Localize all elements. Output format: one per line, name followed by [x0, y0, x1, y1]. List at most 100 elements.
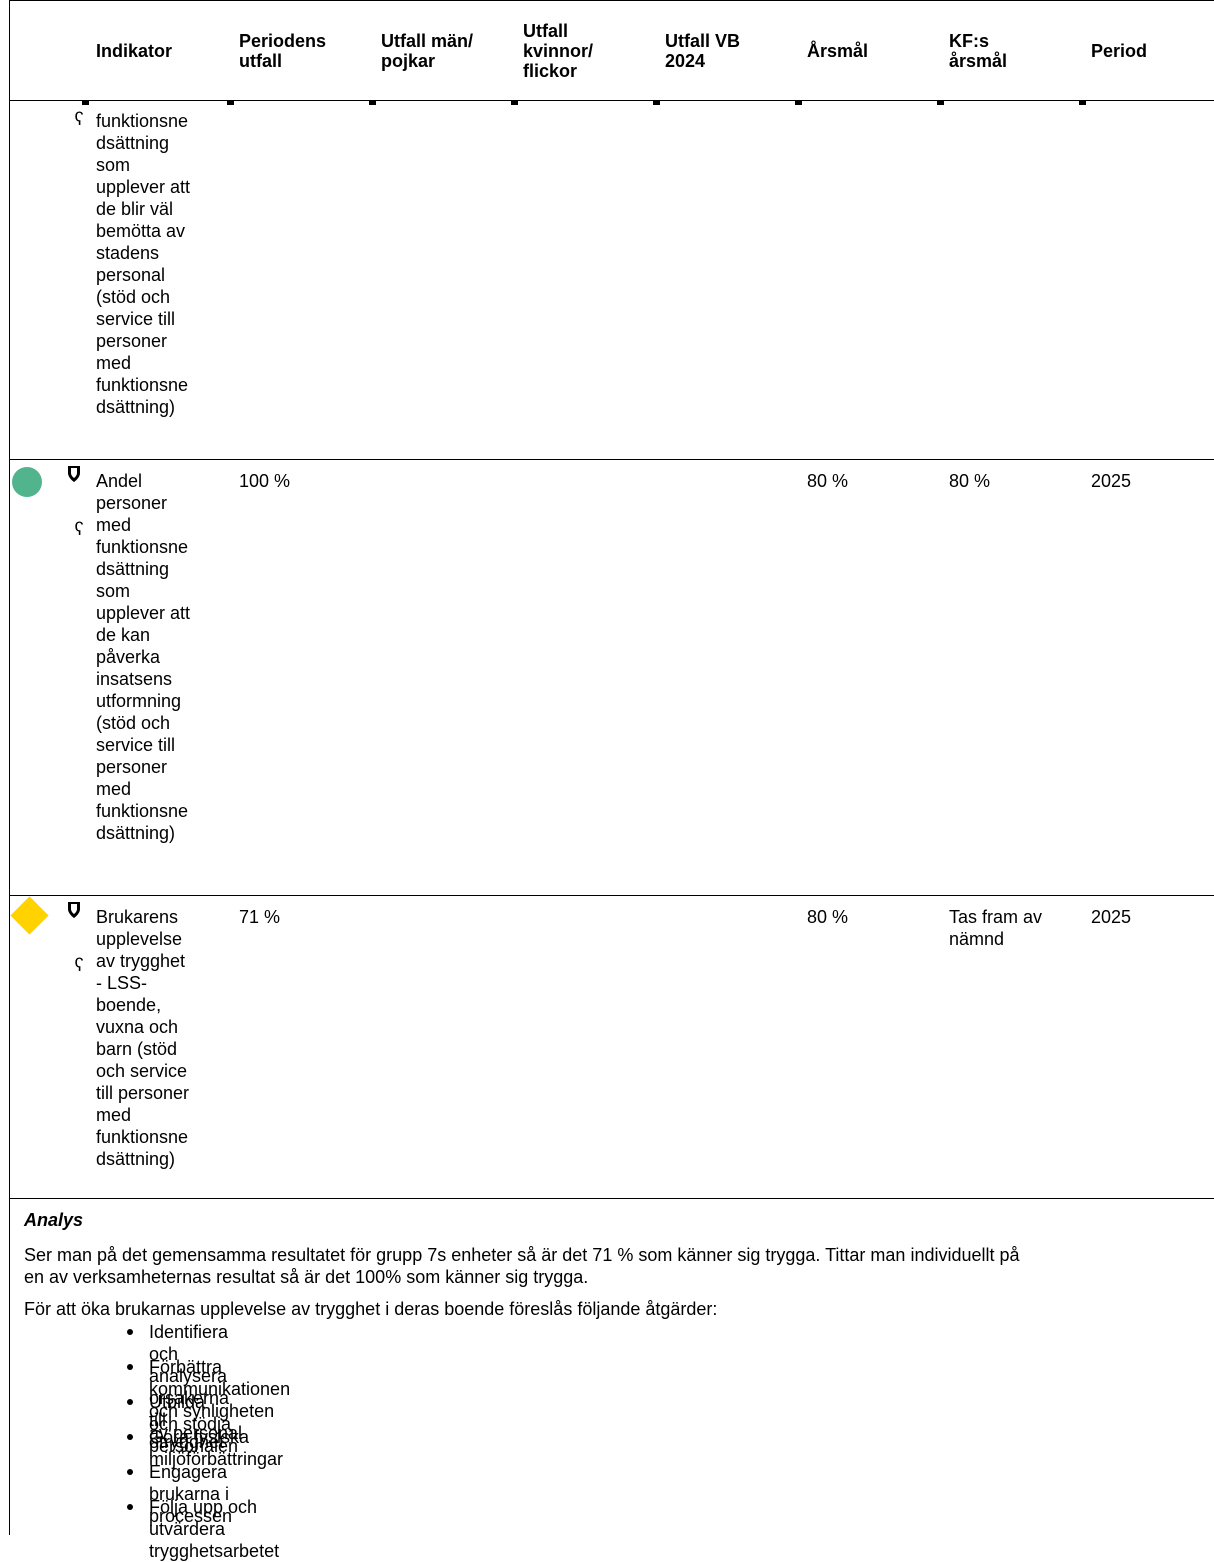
- list-item: Göra fysiska miljöförbättringar: [149, 1427, 284, 1469]
- bullet-dot: [127, 1504, 133, 1510]
- row3-indicator-line: - LSS-: [96, 973, 148, 993]
- row2-indicator-line: personer: [96, 757, 168, 777]
- col-header-utfall-kvinnor: Utfall kvinnor/ flickor: [523, 0, 618, 101]
- row1-indicator-line: service till: [96, 309, 176, 329]
- row3-indicator-line: dsättning): [96, 1149, 176, 1169]
- row3-indicator-line: boende,: [96, 995, 162, 1015]
- row-divider: [9, 1198, 1214, 1199]
- tick: [653, 101, 660, 105]
- row-divider: [9, 895, 1214, 896]
- trend-icon: ʕ: [74, 109, 84, 129]
- status-green-circle-icon: [12, 467, 42, 497]
- row1-indicator-line: upplever att: [96, 177, 191, 197]
- tick: [82, 101, 89, 105]
- row2-indicator-line: med: [96, 515, 132, 535]
- row2-kf-arsmal: 80 %: [949, 471, 991, 491]
- trend-icon: ʕ: [74, 955, 84, 975]
- status-yellow-diamond-icon: [10, 896, 49, 935]
- tick: [227, 101, 234, 105]
- col-header-period: Period: [1091, 0, 1191, 101]
- row2-indicator-line: insatsens: [96, 669, 173, 689]
- analysis-section: Analys Ser man på det gemensamma resulta…: [24, 1209, 1209, 1320]
- table-left-border: [9, 0, 10, 1535]
- row1-indicator-line: personal: [96, 265, 166, 285]
- col-header-utfall-vb-text: Utfall VB 2024: [665, 30, 741, 71]
- row3-kf-arsmal: Tas fram av nämnd: [949, 906, 1042, 950]
- list-item: Följa upp och utvärdera trygghetsarbetet: [149, 1497, 280, 1561]
- row1-indicator-line: funktionsne: [96, 111, 189, 131]
- row1-indicator: funktionsne dsättning som upplever att d…: [96, 110, 224, 418]
- row3-indicator-line: till personer: [96, 1083, 190, 1103]
- col-header-utfall-kvinnor-text: Utfall kvinnor/ flickor: [523, 20, 594, 81]
- row2-indicator-line: upplever att: [96, 603, 191, 623]
- row2-indicator-line: dsättning): [96, 823, 176, 843]
- row3-indicator: Brukarens upplevelse av trygghet - LSS- …: [96, 906, 224, 1170]
- col-header-arsmal-text: Årsmål: [807, 40, 869, 61]
- list-item: Utbilda och stödja personalen: [149, 1392, 239, 1456]
- row2-indicator-line: utformning: [96, 691, 182, 711]
- row2-periodens-utfall: 100 %: [239, 471, 291, 491]
- header-ticks: [0, 101, 1214, 107]
- row1-indicator-line: personer: [96, 331, 168, 351]
- row2-indicator-line: funktionsne: [96, 801, 189, 821]
- tick: [369, 101, 376, 105]
- row3-period: 2025: [1091, 907, 1132, 927]
- col-header-arsmal: Årsmål: [807, 0, 917, 101]
- row1-indicator-line: dsättning: [96, 133, 170, 153]
- row3-indicator-line: Brukarens: [96, 907, 179, 927]
- bullet-dot: [127, 1469, 133, 1475]
- col-header-utfall-man-text: Utfall män/ pojkar: [381, 30, 474, 71]
- row2-indicator-line: dsättning: [96, 559, 170, 579]
- row3-arsmal: 80 %: [807, 907, 849, 927]
- tick: [511, 101, 518, 105]
- row3-kf-arsmal-line: Tas fram av: [949, 907, 1043, 927]
- col-header-kf-arsmal: KF:s årsmål: [949, 0, 1049, 101]
- bullet-dot: [127, 1329, 133, 1335]
- col-header-period-text: Period: [1091, 40, 1148, 61]
- shield-icon: [68, 466, 80, 482]
- analysis-paragraph-1: Ser man på det gemensamma resultatet för…: [24, 1244, 1209, 1288]
- row1-indicator-line: (stöd och: [96, 287, 171, 307]
- row2-indicator-line: som: [96, 581, 131, 601]
- col-header-indikator: Indikator: [96, 40, 173, 61]
- tick: [795, 101, 802, 105]
- list-item: Engagera brukarna i processen: [149, 1462, 233, 1526]
- row3-indicator-line: av trygghet: [96, 951, 186, 971]
- row2-indicator-line: med: [96, 779, 132, 799]
- tick: [937, 101, 944, 105]
- row2-indicator-line: (stöd och: [96, 713, 171, 733]
- row1-indicator-line: stadens: [96, 243, 160, 263]
- row3-indicator-line: med: [96, 1105, 132, 1125]
- analysis-paragraph-2: För att öka brukarnas upplevelse av tryg…: [24, 1299, 718, 1319]
- shield-icon: [68, 902, 80, 918]
- row3-kf-arsmal-line: nämnd: [949, 929, 1005, 949]
- list-item: Identifiera och analysera orsakerna till…: [149, 1322, 230, 1452]
- row-divider: [9, 459, 1214, 460]
- row2-indicator: Andel personer med funktionsne dsättning…: [96, 470, 224, 844]
- row3-indicator-line: funktionsne: [96, 1127, 189, 1147]
- row3-indicator-line: och service: [96, 1061, 188, 1081]
- row2-indicator-line: personer: [96, 493, 168, 513]
- row2-indicator-line: Andel: [96, 471, 143, 491]
- analysis-line: en av verksamheternas resultat så är det…: [24, 1267, 589, 1287]
- row1-indicator-line: de blir väl: [96, 199, 174, 219]
- row2-indicator-line: påverka: [96, 647, 161, 667]
- bullet-dot: [127, 1364, 133, 1370]
- row3-indicator-line: barn (stöd: [96, 1039, 178, 1059]
- analysis-line: Ser man på det gemensamma resultatet för…: [24, 1245, 1020, 1265]
- col-header-utfall-vb: Utfall VB 2024: [665, 0, 770, 101]
- tick: [1079, 101, 1086, 105]
- row2-period: 2025: [1091, 471, 1132, 491]
- row1-indicator-line: som: [96, 155, 131, 175]
- col-header-kf-arsmal-text: KF:s årsmål: [949, 30, 1008, 71]
- row3-indicator-line: vuxna och: [96, 1017, 179, 1037]
- row1-indicator-line: med: [96, 353, 132, 373]
- row2-indicator-line: de kan: [96, 625, 151, 645]
- col-header-periodens-utfall-text: Periodens utfall: [239, 30, 327, 71]
- col-header-utfall-man: Utfall män/ pojkar: [381, 0, 506, 101]
- row1-indicator-line: dsättning): [96, 397, 176, 417]
- trend-icon: ʕ: [74, 519, 84, 539]
- row3-indicator-line: upplevelse: [96, 929, 183, 949]
- row2-indicator-line: service till: [96, 735, 176, 755]
